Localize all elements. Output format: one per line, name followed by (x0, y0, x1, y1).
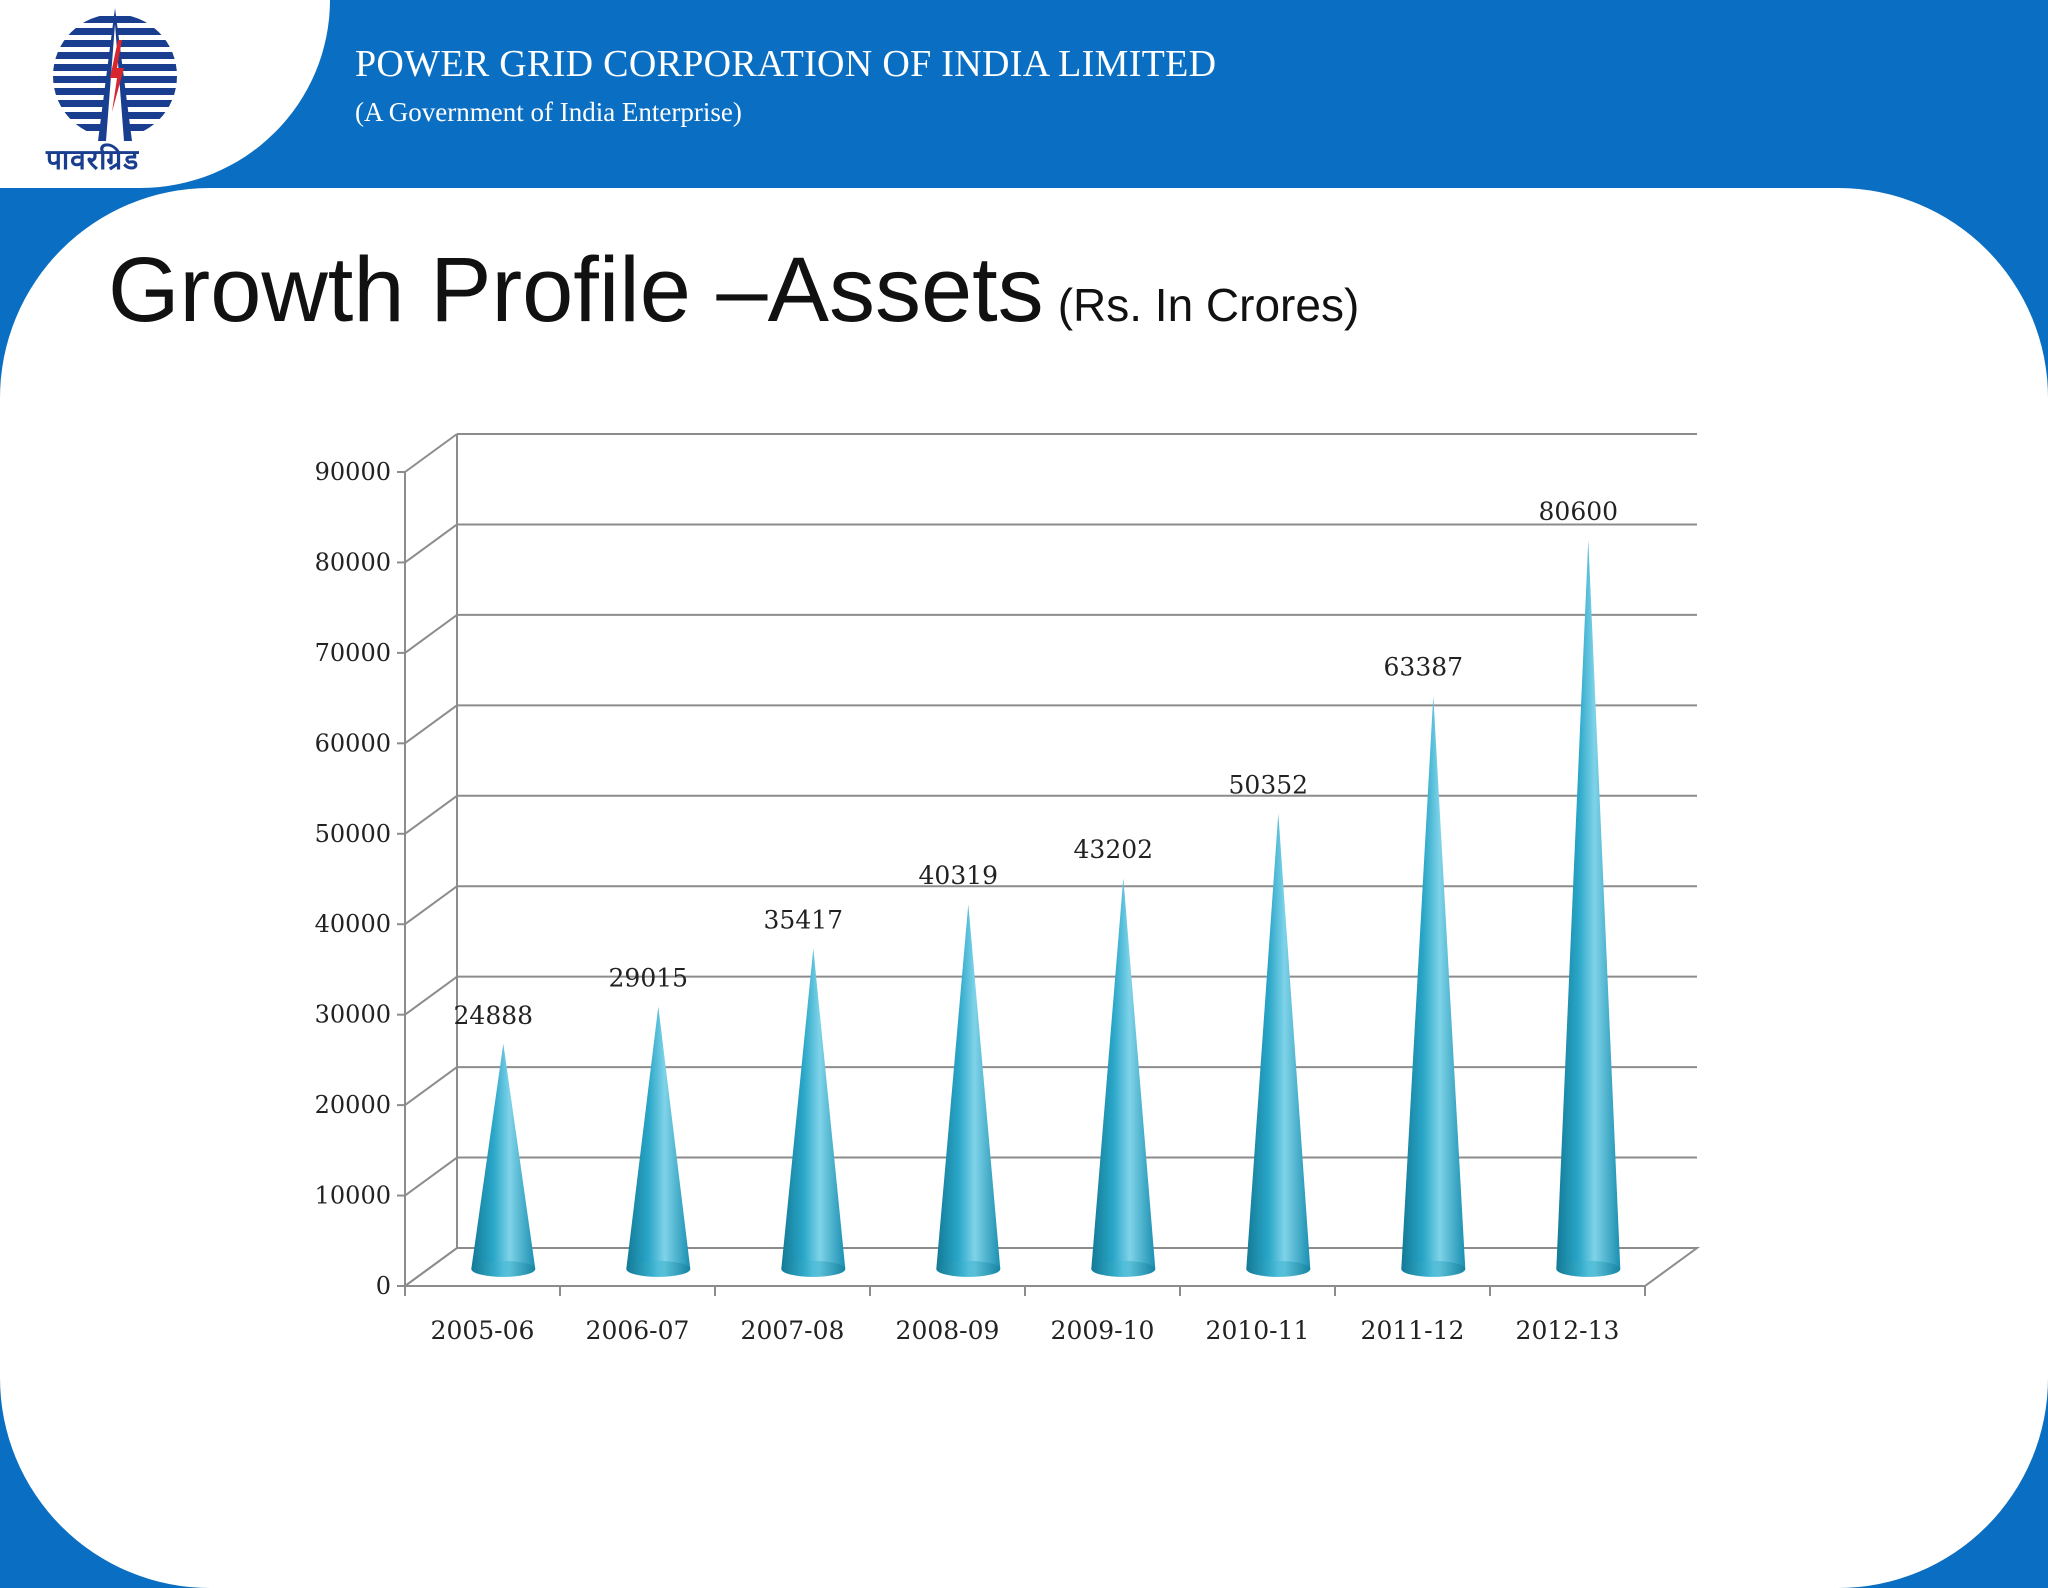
y-tick-label: 90000 (315, 458, 391, 486)
gridline-diagonal (404, 794, 458, 835)
y-tick-label: 10000 (315, 1182, 391, 1210)
cone-base (1401, 1260, 1466, 1277)
cone-body (1556, 539, 1621, 1277)
cone-base (626, 1260, 691, 1277)
cone-2007-08 (781, 948, 846, 1277)
x-tick-label: 2006-07 (586, 1316, 690, 1345)
labels: 0 10000 20000 30000 40000 50000 60000 70000 8000… (315, 458, 1620, 1345)
cone-base (1091, 1260, 1156, 1277)
cone-2012-13 (1556, 539, 1621, 1277)
y-tick-label: 60000 (315, 729, 391, 757)
data-label: 80600 (1539, 497, 1619, 526)
x-tick-label: 2010-11 (1206, 1316, 1310, 1345)
cone-2011-12 (1401, 695, 1466, 1277)
x-tick-label: 2012-13 (1516, 1316, 1620, 1345)
cone-2006-07 (626, 1006, 691, 1277)
company-name: POWER GRID CORPORATION OF INDIA LIMITED (355, 43, 1217, 85)
header-bar (0, 0, 2048, 188)
cone-body (626, 1006, 691, 1277)
gridline-diagonal (404, 1156, 458, 1197)
slide-title-unit: (Rs. In Crores) (1057, 279, 1360, 331)
logo-wordmark: पावरग्रिड (46, 143, 140, 176)
x-tick-label: 2007-08 (741, 1316, 845, 1345)
cone-2009-10 (1091, 878, 1156, 1277)
y-tick-label: 50000 (315, 820, 391, 848)
floor-plane (401, 1247, 1701, 1287)
axes (397, 434, 1701, 1296)
data-label: 29015 (609, 963, 689, 992)
cones (471, 539, 1621, 1277)
cone-2010-11 (1246, 813, 1311, 1277)
x-tick-label: 2009-10 (1051, 1316, 1155, 1345)
assets-cone-chart: 0 10000 20000 30000 40000 50000 60000 70000 8000… (315, 433, 1701, 1345)
y-tick-label: 20000 (315, 1091, 391, 1119)
data-label: 24888 (454, 1001, 534, 1030)
data-label: 43202 (1074, 835, 1154, 864)
y-tick-label: 30000 (315, 1001, 391, 1029)
cone-body (781, 948, 846, 1277)
powergrid-logo-icon (53, 8, 177, 141)
cone-body (471, 1043, 536, 1277)
data-label: 40319 (919, 861, 999, 890)
slide-title-main: Growth Profile –Assets (108, 239, 1044, 341)
gridlines (404, 433, 1697, 1287)
y-tick-label: 70000 (315, 639, 391, 667)
data-label: 50352 (1229, 770, 1309, 799)
data-label: 63387 (1384, 653, 1464, 682)
y-tick-label: 40000 (315, 910, 391, 938)
y-tick-label: 80000 (315, 548, 391, 576)
cone-2008-09 (936, 904, 1001, 1277)
slide-title: Growth Profile –Assets (Rs. In Crores) (108, 238, 1359, 343)
gridline-diagonal (404, 704, 458, 745)
y-tick-label: 0 (376, 1272, 391, 1300)
gridline-diagonal (404, 614, 458, 654)
gridline-diagonal (404, 1066, 458, 1106)
cone-body (936, 904, 1001, 1277)
gridline-diagonal (404, 523, 458, 564)
cone-base (1556, 1260, 1621, 1277)
cone-base (936, 1260, 1001, 1277)
cone-body (1401, 695, 1466, 1277)
cone-2005-06 (471, 1043, 536, 1277)
content-panel (0, 188, 2048, 1588)
cone-base (1246, 1260, 1311, 1277)
company-subtitle: (A Government of India Enterprise) (355, 97, 742, 127)
cone-base (781, 1260, 846, 1277)
cone-body (1091, 878, 1156, 1277)
x-tick-label: 2005-06 (431, 1316, 535, 1345)
x-tick-label: 2011-12 (1361, 1316, 1465, 1345)
x-tick-label: 2008-09 (896, 1316, 1000, 1345)
cone-body (1246, 813, 1311, 1277)
gridline-diagonal (404, 885, 458, 926)
data-label: 35417 (764, 906, 844, 935)
gridline-diagonal (404, 975, 458, 1016)
cone-base (471, 1260, 536, 1277)
gridline-diagonal (404, 433, 458, 473)
